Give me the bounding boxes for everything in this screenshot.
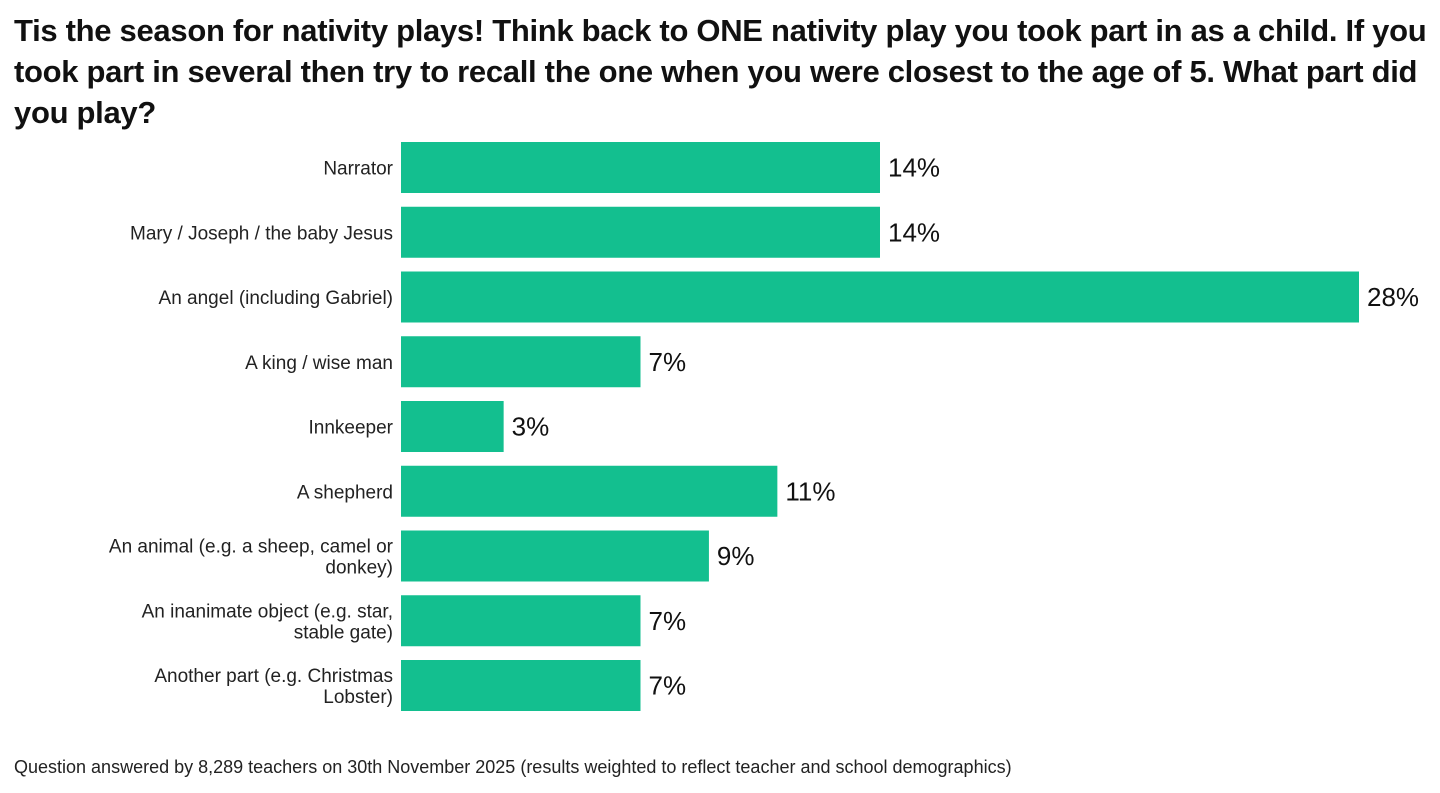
value-label-0: 14% <box>888 153 940 183</box>
bar-7 <box>401 595 641 647</box>
bar-8 <box>401 660 641 711</box>
category-label-line: Narrator <box>323 159 393 180</box>
value-label-4: 3% <box>512 412 550 442</box>
category-label-line: A king / wise man <box>245 353 393 374</box>
chart-footnote: Question answered by 8,289 teachers on 3… <box>14 757 1012 777</box>
value-label-5: 11% <box>785 476 835 506</box>
category-label-7: An inanimate object (e.g. star, stable ga… <box>142 601 393 643</box>
category-label-line: donkey) <box>325 558 393 579</box>
category-label-1: Mary / Joseph / the baby Jesus <box>130 223 393 244</box>
bar-2 <box>401 271 1359 323</box>
category-label-3: A king / wise man <box>245 353 393 374</box>
value-label-2: 28% <box>1367 282 1419 312</box>
category-label-line: Mary / Joseph / the baby Jesus <box>130 223 393 244</box>
category-label-line: Innkeeper <box>308 418 393 439</box>
bar-4 <box>401 401 504 452</box>
category-label-6: An animal (e.g. a sheep, camel or donkey) <box>109 537 394 579</box>
value-label-8: 7% <box>649 671 687 701</box>
category-label-2: An angel (including Gabriel) <box>159 288 393 309</box>
bar-5 <box>401 465 778 517</box>
bar-3 <box>401 336 641 388</box>
category-label-line: Another part (e.g. Christmas <box>154 666 393 687</box>
bar-1 <box>401 206 880 258</box>
category-label-4: Innkeeper <box>308 418 393 439</box>
category-label-line: Lobster) <box>323 687 393 708</box>
value-label-6: 9% <box>717 541 755 571</box>
category-label-0: Narrator <box>323 159 393 180</box>
category-label-line: stable gate) <box>294 622 393 643</box>
category-label-line: A shepherd <box>297 482 393 503</box>
chart-title: Tis the season for nativity plays! Think… <box>14 13 1427 130</box>
value-label-3: 7% <box>649 347 687 377</box>
bar-0 <box>401 142 880 193</box>
category-label-5: A shepherd <box>297 482 393 503</box>
value-label-7: 7% <box>649 606 687 636</box>
category-label-line: An angel (including Gabriel) <box>159 288 393 309</box>
category-label-8: Another part (e.g. Christmas Lobster) <box>154 666 393 708</box>
category-label-line: An inanimate object (e.g. star, <box>142 601 393 622</box>
value-label-1: 14% <box>888 217 940 247</box>
bar-6 <box>401 530 709 582</box>
category-label-line: An animal (e.g. a sheep, camel or <box>109 537 394 558</box>
